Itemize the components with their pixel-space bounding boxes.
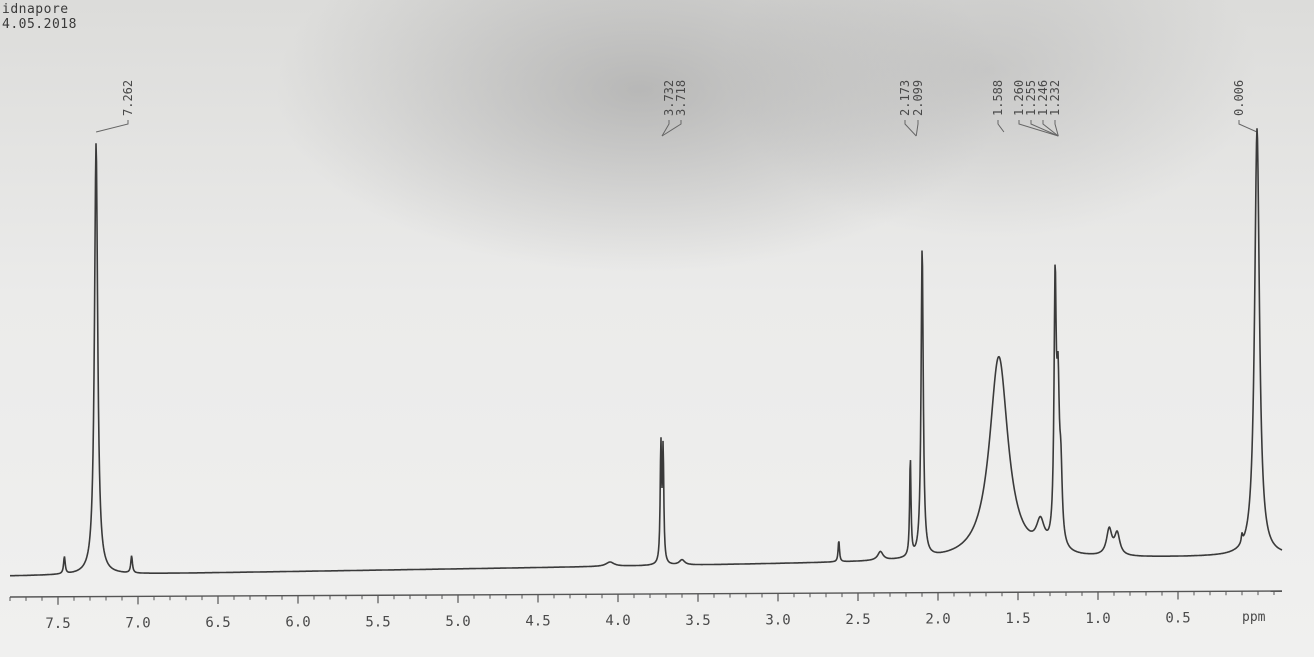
peak-label: 7.262	[121, 80, 135, 116]
peak-label-connector	[95, 120, 129, 133]
x-axis-tick-label: 7.5	[45, 616, 70, 632]
peak-label-connector	[1238, 120, 1258, 133]
header-date-text: 4.05.2018	[2, 17, 77, 32]
x-axis-tick-label: 1.5	[1005, 611, 1030, 627]
peak-label-connector	[1030, 120, 1059, 137]
x-axis-tick-label: 2.0	[925, 612, 950, 628]
x-axis-tick-label: 6.0	[285, 615, 310, 631]
x-axis-tick-label: 3.5	[685, 613, 710, 629]
peak-label-connector	[661, 120, 682, 137]
x-axis-tick-label: 6.5	[205, 615, 230, 631]
peak-label-connector	[661, 120, 670, 137]
x-axis-tick-label: 5.5	[365, 614, 390, 630]
spectrum-trace	[10, 128, 1283, 577]
peak-label: 2.173	[898, 80, 912, 116]
x-axis-tick-label: 5.0	[445, 614, 470, 630]
peak-label: 0.006	[1232, 80, 1246, 116]
x-axis-tick-label: 1.0	[1085, 611, 1110, 627]
peak-label-connector	[915, 120, 919, 137]
x-axis-tick-label: 4.0	[605, 613, 630, 629]
x-axis-tick-label: 3.0	[765, 612, 790, 628]
peak-label: 1.588	[991, 80, 1005, 116]
x-axis-line	[9, 590, 1283, 598]
peak-label-connector	[1042, 120, 1059, 137]
peak-label: 1.255	[1024, 80, 1038, 116]
peak-label: 3.718	[674, 80, 688, 116]
peak-label: 3.732	[662, 80, 676, 116]
peak-label: 1.260	[1012, 80, 1026, 116]
peak-label-connector	[1054, 120, 1059, 137]
peak-label: 1.232	[1048, 80, 1062, 116]
peak-label: 1.246	[1036, 80, 1050, 116]
x-axis-tick-label: 7.0	[125, 615, 150, 631]
header-location-text: idnapore	[2, 2, 69, 17]
x-axis-tick-label: 2.5	[845, 612, 870, 628]
peak-label-connector	[904, 120, 917, 137]
peak-label: 2.099	[911, 80, 925, 116]
x-axis-tick-label: 4.5	[525, 614, 550, 630]
peak-label-connector	[1018, 120, 1059, 137]
peak-label-connector	[997, 120, 1005, 133]
x-axis-tick-label: 0.5	[1165, 611, 1190, 627]
x-axis-ticks: 7.5 7.0 6.5 6.0 5.5 5.0 4.5 4.0 3.5 3.0 2.5 2.0 1.5 1…	[9, 591, 1275, 632]
x-axis-unit-label: ppm	[1242, 610, 1266, 625]
